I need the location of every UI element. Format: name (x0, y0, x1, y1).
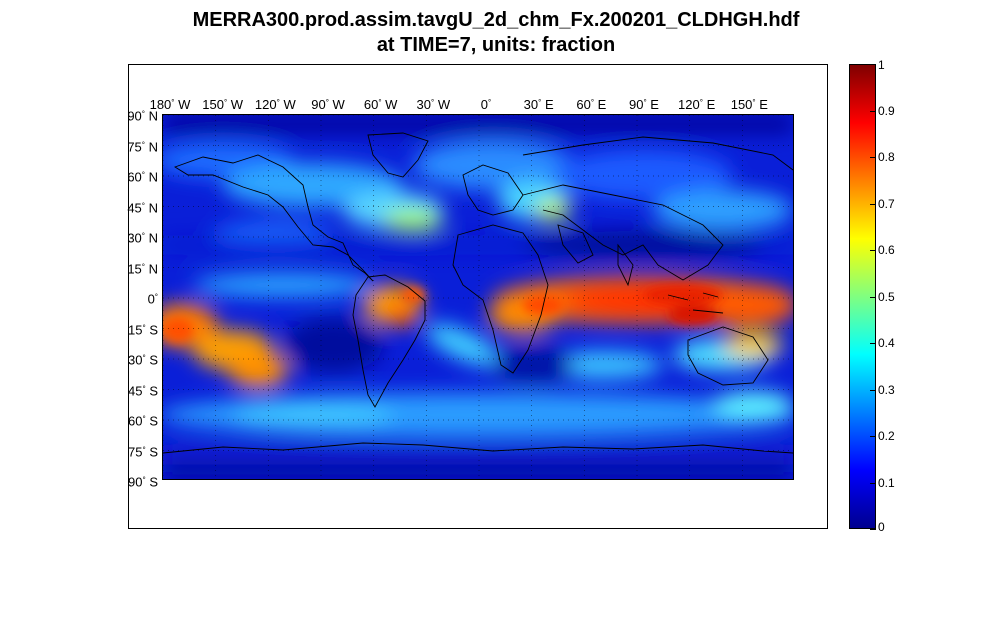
lon-tick-label: 90° W (311, 97, 345, 112)
colorbar-tick-label: 1 (878, 58, 885, 72)
lon-tick-label: 30° E (523, 97, 554, 112)
colorbar-tick-label: 0.1 (878, 475, 895, 490)
colorbar-tick-label: 0.2 (878, 429, 895, 443)
colorbar-tick-mark (870, 529, 876, 530)
colorbar-tick-mark (870, 482, 876, 484)
lat-tick-label: 45° S (128, 383, 158, 398)
lon-tick-label: 180° W (149, 97, 191, 112)
lat-tick-label: 90° S (128, 474, 158, 490)
chart-title-line1: MERRA300.prod.assim.tavgU_2d_chm_Fx.2002… (192, 9, 800, 31)
lon-tick-label: 150° E (730, 97, 768, 112)
lat-tick-label: 60° S (128, 413, 158, 429)
lon-tick-label: 30° W (416, 97, 451, 112)
lon-tick-label: 120° W (254, 97, 296, 112)
colorbar-tick-label: 0.6 (878, 243, 895, 257)
chart-title-line2: at TIME=7, units: fraction (376, 34, 616, 56)
colorbar-tick-label: 0.7 (878, 196, 895, 211)
lat-tick-label: 75° S (128, 444, 158, 459)
lat-tick-label: 15° N (127, 261, 158, 276)
lat-tick-label: 75° N (127, 139, 158, 154)
graticule (163, 115, 793, 479)
colorbar-tick-label: 0.9 (878, 103, 895, 118)
colorbar-tick-mark (870, 157, 876, 158)
colorbar-tick-mark (870, 343, 876, 344)
colorbar-tick-label: 0.3 (878, 382, 895, 397)
coastlines (163, 132, 793, 454)
lat-tick-label: 60° N (127, 169, 158, 185)
colorbar-tick-label: 0.4 (878, 336, 895, 350)
lon-tick-label: 60° W (363, 97, 398, 112)
colorbar-tick-label: 0.8 (878, 150, 895, 164)
colorbar-tick-mark (870, 110, 876, 112)
lat-tick-label: 0° (147, 291, 158, 307)
lat-tick-label: 15° S (128, 322, 158, 337)
lon-tick-label: 90° E (629, 97, 659, 112)
lat-tick-label: 90° N (127, 108, 158, 124)
colorbar-tick-mark (870, 64, 876, 65)
lon-tick-label: 60° E (576, 97, 607, 112)
lon-tick-label: 150° W (202, 97, 244, 112)
colorbar-tick-label: 0.5 (878, 289, 895, 304)
lat-tick-label: 45° N (127, 200, 158, 215)
lat-tick-label: 30° S (128, 352, 158, 368)
lon-tick-label: 0° (480, 97, 492, 112)
colorbar-tick-mark (870, 203, 876, 205)
colorbar-tick-mark (870, 296, 876, 298)
colorbar-tick-mark (870, 436, 876, 437)
cloud-fraction-map (162, 114, 794, 480)
colorbar-tick-mark (870, 250, 876, 251)
lat-tick-label: 30° N (127, 230, 158, 246)
colorbar-tick-mark (870, 389, 876, 391)
colorbar-tick-label: 0 (878, 520, 885, 534)
lon-tick-label: 120° E (678, 97, 716, 112)
